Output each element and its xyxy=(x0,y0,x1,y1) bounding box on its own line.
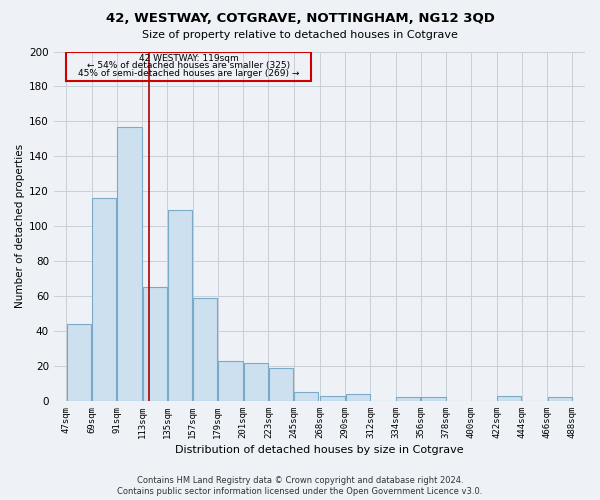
Bar xyxy=(218,361,242,401)
X-axis label: Distribution of detached houses by size in Cotgrave: Distribution of detached houses by size … xyxy=(175,445,464,455)
Text: 42, WESTWAY, COTGRAVE, NOTTINGHAM, NG12 3QD: 42, WESTWAY, COTGRAVE, NOTTINGHAM, NG12 … xyxy=(106,12,494,26)
Text: Contains public sector information licensed under the Open Government Licence v3: Contains public sector information licen… xyxy=(118,487,482,496)
Bar xyxy=(396,398,421,401)
Bar xyxy=(92,198,116,401)
Bar xyxy=(67,324,91,401)
Bar xyxy=(346,394,370,401)
Text: ← 54% of detached houses are smaller (325): ← 54% of detached houses are smaller (32… xyxy=(87,61,290,70)
Y-axis label: Number of detached properties: Number of detached properties xyxy=(15,144,25,308)
Bar xyxy=(269,368,293,401)
Bar xyxy=(143,288,167,401)
Bar xyxy=(67,52,311,81)
Bar xyxy=(497,396,521,401)
Text: Size of property relative to detached houses in Cotgrave: Size of property relative to detached ho… xyxy=(142,30,458,40)
Bar xyxy=(320,396,345,401)
Text: Contains HM Land Registry data © Crown copyright and database right 2024.: Contains HM Land Registry data © Crown c… xyxy=(137,476,463,485)
Bar xyxy=(168,210,192,401)
Bar xyxy=(118,126,142,401)
Bar xyxy=(244,362,268,401)
Bar xyxy=(193,298,217,401)
Bar xyxy=(421,398,446,401)
Text: 45% of semi-detached houses are larger (269) →: 45% of semi-detached houses are larger (… xyxy=(78,69,299,78)
Text: 42 WESTWAY: 119sqm: 42 WESTWAY: 119sqm xyxy=(139,54,238,63)
Bar xyxy=(548,398,572,401)
Bar xyxy=(294,392,319,401)
